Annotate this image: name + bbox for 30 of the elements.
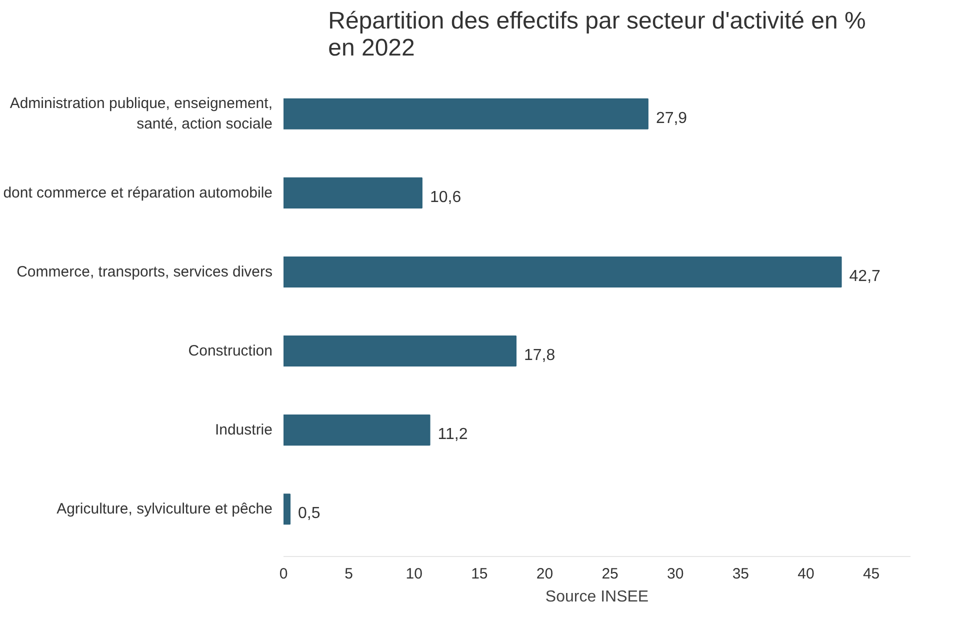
bar <box>284 177 422 208</box>
bar <box>284 98 648 130</box>
data-label: 0,5 <box>298 505 320 522</box>
data-label: 17,8 <box>524 347 556 364</box>
bar <box>284 256 842 288</box>
x-tick-label: 0 <box>279 566 288 582</box>
bar <box>284 414 430 446</box>
x-tick-label: 45 <box>862 566 880 582</box>
data-label: 10,6 <box>430 188 462 206</box>
data-label: 27,9 <box>656 110 688 127</box>
x-tick-label: 30 <box>667 566 684 582</box>
x-tick-label: 40 <box>798 566 814 582</box>
y-tick-label: Commerce, transports, services divers <box>16 263 273 280</box>
x-tick-label: 25 <box>602 566 618 582</box>
data-label: 42,7 <box>849 268 881 285</box>
y-tick-label: Administration publique, enseignement, santé, action sociale <box>10 95 273 133</box>
y-tick-label: Agriculture, sylviculture et pêche <box>56 500 273 518</box>
y-tick-label: Industrie <box>214 422 273 439</box>
x-tick-label: 20 <box>536 566 554 582</box>
bar <box>284 336 517 367</box>
y-tick-label: dont commerce et réparation automobile <box>3 184 272 202</box>
bar <box>284 494 291 525</box>
x-tick-label: 5 <box>344 566 353 582</box>
x-tick-label: 35 <box>732 566 750 582</box>
source-note: Source INSEE <box>545 588 649 606</box>
x-tick-label: 15 <box>471 566 488 582</box>
chart-title: Répartition des effectifs par secteur d'activité en % en 2022 <box>328 8 866 62</box>
data-label: 11,2 <box>438 426 468 444</box>
y-tick-label: Construction <box>188 342 273 360</box>
x-tick-label: 10 <box>406 566 422 582</box>
